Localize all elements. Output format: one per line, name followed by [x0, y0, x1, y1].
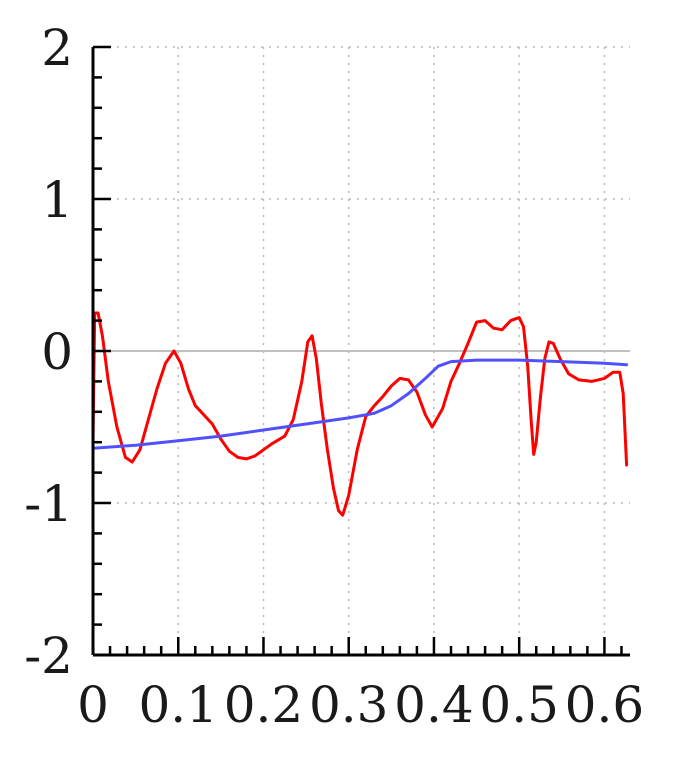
series-line-1	[91, 311, 629, 517]
axis-ticks	[91, 45, 623, 657]
series-line-2	[91, 358, 629, 450]
y-tick-label: -1	[24, 475, 73, 533]
x-tick-label: 0.4	[394, 676, 474, 734]
x-tick-label: 0.5	[479, 676, 559, 734]
y-tick-label: 2	[41, 19, 73, 77]
x-tick-label: 0	[77, 676, 109, 734]
x-tick-label: 0.1	[138, 676, 218, 734]
series-group	[91, 311, 629, 517]
y-tick-label: 1	[41, 171, 73, 229]
x-tick-label: 0.6	[565, 676, 645, 734]
x-tick-label: 0.2	[224, 676, 304, 734]
tick-labels: 0 0.1 0.2 0.3 0.4 0.5 0.6 2 1 0 -1 -2	[24, 19, 644, 734]
y-tick-label: -2	[24, 627, 73, 685]
x-tick-label: 0.3	[309, 676, 389, 734]
y-tick-label: 0	[41, 323, 73, 381]
